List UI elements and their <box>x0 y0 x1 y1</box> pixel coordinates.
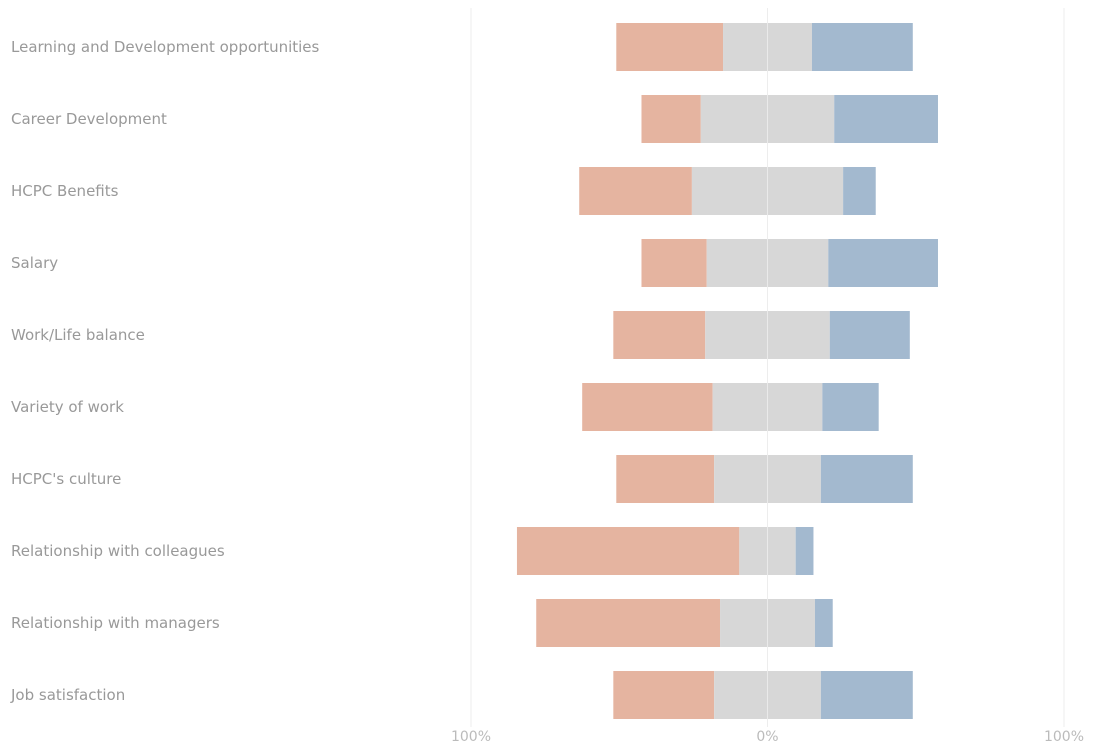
category-label: Work/Life balance <box>11 326 145 344</box>
bar-negative <box>613 671 715 719</box>
bar-positive <box>843 167 876 215</box>
category-labels: Learning and Development opportunities Ca… <box>10 38 320 704</box>
category-label: Relationship with colleagues <box>11 542 225 560</box>
bar-positive <box>822 383 879 431</box>
bar-negative <box>613 311 706 359</box>
category-label: Variety of work <box>11 398 124 416</box>
bar-positive <box>795 527 814 575</box>
bar-negative <box>641 95 701 143</box>
x-tick-label: 0% <box>756 729 778 745</box>
x-axis-ticks: 100% 0% 100% <box>451 729 1084 745</box>
category-label: HCPC's culture <box>11 470 121 488</box>
bar-negative <box>579 167 692 215</box>
category-label: Career Development <box>11 110 167 128</box>
bar-negative <box>641 239 707 287</box>
bar-negative <box>616 455 715 503</box>
bars <box>516 23 938 719</box>
category-label: Relationship with managers <box>11 614 220 632</box>
category-label: Salary <box>11 254 58 272</box>
bar-positive <box>814 599 833 647</box>
bar-positive <box>834 95 938 143</box>
bar-positive <box>820 671 913 719</box>
category-label: HCPC Benefits <box>11 182 119 200</box>
category-label: Learning and Development opportunities <box>11 38 320 56</box>
bar-negative <box>582 383 713 431</box>
bar-negative <box>536 599 721 647</box>
category-label: Job satisfaction <box>10 686 125 704</box>
bar-positive <box>811 23 913 71</box>
bar-positive <box>828 239 938 287</box>
bar-positive <box>820 455 913 503</box>
bar-positive <box>829 311 910 359</box>
bar-negative <box>516 527 740 575</box>
x-tick-label: 100% <box>451 729 491 745</box>
x-tick-label: 100% <box>1044 729 1084 745</box>
bar-negative <box>616 23 724 71</box>
